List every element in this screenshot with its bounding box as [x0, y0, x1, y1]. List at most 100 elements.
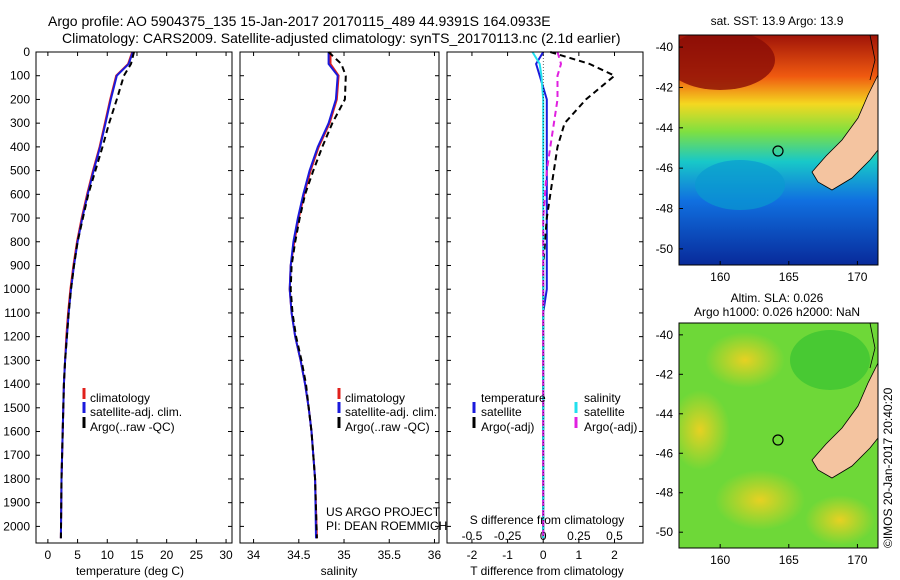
- x-tick-label: 2: [611, 548, 618, 562]
- x-top-tick-label: 0.5: [606, 529, 623, 543]
- project-label: US ARGO PROJECT: [326, 505, 441, 519]
- y-tick-label: 200: [10, 92, 30, 106]
- x-tick-label: -2: [467, 548, 478, 562]
- y-tick-label: 1300: [3, 353, 30, 367]
- legend-climatology: climatology: [345, 391, 405, 405]
- map-y-tick-label: -50: [656, 525, 674, 539]
- x-tick-label: 36: [428, 548, 442, 562]
- series-argo-raw-qc: [59, 51, 135, 539]
- legend-s-satellite: satellite: [584, 405, 625, 419]
- sst-coastline: [869, 35, 876, 81]
- map-y-tick-label: -46: [656, 161, 674, 175]
- y-tick-label: 2000: [3, 519, 30, 533]
- y-tick-label: 1600: [3, 425, 30, 439]
- x-tick-label: 20: [160, 548, 174, 562]
- map-y-tick-label: -40: [656, 40, 674, 54]
- map-y-tick-label: -44: [656, 121, 674, 135]
- sst-warm-patch: [679, 35, 775, 90]
- sst-title: sat. SST: 13.9 Argo: 13.9: [711, 14, 844, 28]
- sla-axes: [678, 322, 879, 549]
- sla-coastline: [869, 323, 876, 369]
- sla-patch: [805, 495, 875, 545]
- series-argo-raw-qc: [289, 51, 347, 539]
- x-tick-label: 1: [576, 548, 583, 562]
- y-tick-label: 1900: [3, 496, 30, 510]
- x-tick-label: 25: [190, 548, 204, 562]
- map-y-tick-label: -42: [656, 367, 674, 381]
- imos-credit: ©IMOS 20-Jan-2017 20:40:20: [881, 387, 895, 548]
- y-tick-label: 1100: [4, 306, 30, 320]
- y-tick-label: 500: [10, 164, 30, 178]
- sla-patch: [715, 470, 805, 530]
- x-tick-label: 34: [247, 548, 261, 562]
- sst-axes: [678, 34, 879, 266]
- series-climatology: [59, 51, 134, 539]
- y-tick-label: 900: [10, 258, 30, 272]
- x-tick-label: 34.5: [287, 548, 311, 562]
- series-satellite-adj-clim: [288, 52, 339, 539]
- legend-s-argo: Argo(-adj): [584, 420, 637, 434]
- difference-xlabel: T difference from climatology: [470, 564, 624, 578]
- x-tick-label: -1: [502, 548, 513, 562]
- x-top-tick-label: -0.25: [494, 529, 522, 543]
- y-tick-label: 800: [10, 235, 30, 249]
- y-tick-label: 1800: [3, 472, 30, 486]
- header-subtitle: Climatology: CARS2009. Satellite-adjuste…: [62, 30, 620, 46]
- y-tick-label: 1400: [3, 377, 30, 391]
- salinity-xlabel: salinity: [321, 564, 358, 578]
- y-tick-label: 600: [10, 187, 30, 201]
- sla-title: Altim. SLA: 0.026: [731, 291, 824, 305]
- legend-satellite: satellite-adj. clim.: [90, 405, 182, 419]
- legend-t-argo: Argo(-adj): [481, 420, 534, 434]
- map-x-tick-label: 170: [847, 270, 867, 284]
- sla-argo-marker: [772, 434, 784, 446]
- sla-land: [811, 362, 878, 479]
- y-tick-label: 300: [10, 116, 30, 130]
- y-tick-label: 100: [10, 69, 30, 83]
- x-top-tick-label: -0.5: [462, 529, 483, 543]
- x-tick-label: 0: [540, 548, 547, 562]
- sla-subtitle: Argo h1000: 0.026 h2000: NaN: [694, 305, 860, 319]
- temperature-axes: [35, 51, 233, 544]
- header-title: Argo profile: AO 5904375_135 15-Jan-2017…: [48, 13, 551, 29]
- y-tick-label: 700: [10, 211, 30, 225]
- pi-label: PI: DEAN ROEMMICH: [326, 519, 447, 533]
- sla-patch: [705, 332, 785, 388]
- map-y-tick-label: -48: [656, 486, 674, 500]
- salinity-panel: 34 34.5 35 35.5 36 salinity climatology sate…: [239, 51, 447, 578]
- x-tick-label: 35.5: [378, 548, 402, 562]
- sla-green-patch: [790, 330, 870, 390]
- map-x-tick-label: 160: [710, 270, 730, 284]
- sla-patch: [679, 390, 730, 470]
- legend-argo: Argo(..raw -QC): [345, 420, 430, 434]
- x-tick-label: 0: [45, 548, 52, 562]
- difference-panel: -2 -1 0 1 2-0.5 -0.25 0 0.25 0.5 T difference fr…: [446, 51, 644, 578]
- x-tick-label: 35: [337, 548, 351, 562]
- map-y-tick-label: -42: [656, 80, 674, 94]
- sla-map: 160 165 170 -40 -42 -44 -46 -48 -50: [656, 322, 879, 567]
- temperature-xlabel: temperature (deg C): [76, 564, 184, 578]
- y-tick-label: 1000: [3, 282, 30, 296]
- map-y-tick-label: -40: [656, 328, 674, 342]
- y-tick-label: 400: [10, 140, 30, 154]
- salinity-legend: climatology satellite-adj. clim. Argo(..…: [345, 391, 437, 434]
- legend-temperature-title: temperature: [481, 391, 546, 405]
- x-top-tick-label: 0.25: [567, 529, 591, 543]
- map-x-tick-label: 160: [710, 553, 730, 567]
- map-y-tick-label: -48: [656, 202, 674, 216]
- map-y-tick-label: -44: [656, 407, 674, 421]
- sst-map: 160 165 170 -40 -42 -44 -46 -48 -50: [656, 34, 879, 284]
- series-satellite-adj-clim: [59, 51, 134, 539]
- y-tick-label: 0: [23, 45, 30, 59]
- temperature-legend: climatology satellite-adj. clim. Argo(..…: [90, 391, 182, 434]
- map-x-tick-label: 170: [847, 553, 867, 567]
- x-tick-label: 5: [74, 548, 81, 562]
- legend-t-satellite: satellite: [481, 405, 522, 419]
- temperature-panel: 0100200300400500600700800900100011001200…: [3, 45, 233, 578]
- y-tick-label: 1700: [3, 448, 30, 462]
- y-tick-label: 1500: [3, 401, 30, 415]
- difference-xlabel2: S difference from climatology: [470, 513, 625, 527]
- difference-legend: temperature salinity satellite Argo(-adj…: [481, 391, 637, 434]
- map-x-tick-label: 165: [779, 270, 799, 284]
